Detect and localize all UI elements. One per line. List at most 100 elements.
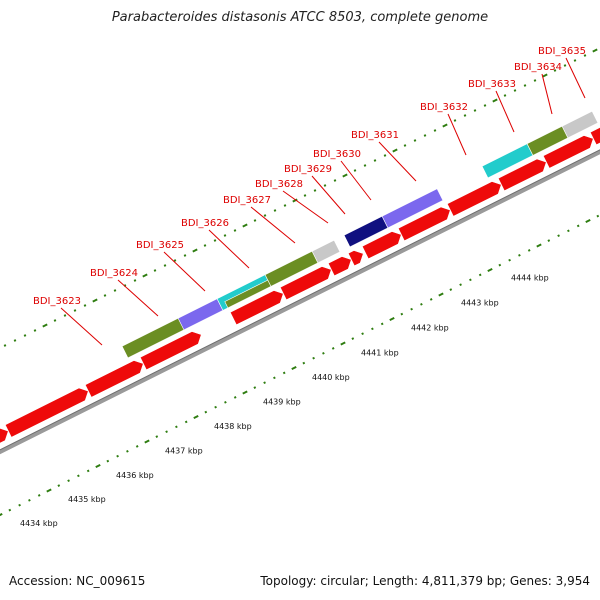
gene-label-leader bbox=[378, 141, 417, 182]
backbone-line bbox=[0, 149, 600, 455]
gene-arrow[interactable] bbox=[229, 290, 284, 326]
upper-tick-mark bbox=[133, 279, 137, 282]
gene-label-leader bbox=[340, 160, 372, 201]
upper-tick-mark bbox=[333, 179, 337, 182]
scale-tick-mark bbox=[214, 405, 217, 409]
scale-tick-mark bbox=[8, 508, 12, 512]
gene-block[interactable] bbox=[311, 239, 341, 264]
gene-label[interactable]: BDI_3631 bbox=[351, 130, 399, 141]
scale-tick-mark bbox=[498, 263, 502, 267]
gene-block[interactable] bbox=[177, 298, 224, 331]
upper-tick-mark bbox=[383, 154, 387, 157]
upper-tick-mark bbox=[142, 273, 148, 278]
gene-block[interactable] bbox=[224, 279, 272, 309]
scale-label: 4441 kbp bbox=[361, 349, 399, 358]
gene-label[interactable]: BDI_3624 bbox=[90, 268, 138, 279]
gene-block[interactable] bbox=[561, 110, 599, 139]
upper-tick-mark bbox=[442, 123, 448, 128]
scale-label: 4438 kbp bbox=[214, 422, 252, 431]
scale-tick-mark bbox=[263, 381, 266, 385]
scale-tick-mark bbox=[547, 239, 551, 242]
upper-tick-mark bbox=[423, 134, 427, 137]
upper-tick-mark bbox=[323, 184, 327, 187]
gene-arrow[interactable] bbox=[327, 256, 352, 277]
upper-tick-mark bbox=[463, 114, 467, 117]
scale-tick-mark bbox=[429, 298, 433, 301]
scale-tick-mark bbox=[135, 445, 139, 448]
gene-label[interactable]: BDI_3623 bbox=[33, 296, 81, 307]
upper-tick-mark bbox=[573, 59, 577, 62]
upper-tick-mark bbox=[483, 104, 487, 107]
scale-tick-mark bbox=[302, 361, 306, 365]
gene-label-leader bbox=[250, 206, 296, 244]
gene-arrow[interactable] bbox=[542, 135, 594, 169]
scale-tick-mark bbox=[487, 267, 493, 273]
gene-label[interactable]: BDI_3626 bbox=[181, 218, 229, 229]
scale-label: 4439 kbp bbox=[263, 398, 301, 407]
gene-label-leader bbox=[541, 73, 553, 115]
scale-tick-mark bbox=[144, 439, 150, 444]
map-title: Parabacteroides distasonis ATCC 8503, co… bbox=[111, 10, 489, 25]
gene-label-leader bbox=[565, 57, 586, 99]
upper-tick-mark bbox=[342, 173, 348, 178]
scale-tick-mark bbox=[204, 410, 208, 414]
gene-arrow[interactable] bbox=[84, 360, 144, 398]
scale-tick-mark bbox=[106, 459, 110, 463]
scale-tick-mark bbox=[596, 214, 600, 218]
scale-label: 4442 kbp bbox=[411, 324, 449, 333]
gene-arrow[interactable] bbox=[0, 428, 9, 460]
gene-arrow[interactable] bbox=[361, 231, 402, 260]
upper-tick-mark bbox=[83, 304, 87, 307]
scale-label: 4434 kbp bbox=[20, 519, 58, 528]
genome-stats-text: Topology: circular; Length: 4,811,379 bp… bbox=[260, 574, 590, 588]
gene-arrow[interactable] bbox=[347, 250, 364, 267]
gene-label[interactable]: BDI_3632 bbox=[420, 102, 468, 113]
gene-label[interactable]: BDI_3629 bbox=[284, 164, 332, 175]
upper-tick-mark bbox=[592, 48, 598, 53]
gene-label[interactable]: BDI_3635 bbox=[538, 46, 586, 57]
scale-tick-mark bbox=[567, 229, 570, 233]
scale-tick-mark bbox=[224, 400, 227, 404]
upper-tick-mark bbox=[183, 254, 187, 257]
gene-label[interactable]: BDI_3625 bbox=[136, 240, 184, 251]
scale-tick-mark bbox=[282, 371, 286, 375]
gene-label[interactable]: BDI_3630 bbox=[313, 149, 361, 160]
gene-arrow[interactable] bbox=[497, 158, 547, 192]
scale-tick-mark bbox=[165, 430, 168, 434]
upper-tick-mark bbox=[503, 94, 507, 97]
gene-label[interactable]: BDI_3634 bbox=[514, 62, 562, 73]
scale-tick-mark bbox=[420, 302, 423, 306]
upper-tick-mark bbox=[73, 309, 77, 312]
scale-tick-mark bbox=[322, 351, 325, 355]
scale-tick-mark bbox=[518, 253, 521, 257]
accession-text: Accession: NC_009615 bbox=[9, 574, 146, 588]
scale-tick-mark bbox=[449, 288, 453, 291]
gene-arrow[interactable] bbox=[4, 387, 89, 438]
gene-label-leader bbox=[208, 229, 250, 269]
backbone-edge bbox=[0, 149, 600, 451]
gene-arrow[interactable] bbox=[446, 181, 502, 217]
upper-tick-mark bbox=[583, 54, 587, 57]
gene-arrow[interactable] bbox=[139, 331, 202, 371]
upper-tick-mark bbox=[42, 323, 48, 328]
gene-label[interactable]: BDI_3628 bbox=[255, 179, 303, 190]
gene-block[interactable] bbox=[381, 188, 444, 229]
upper-tick-mark bbox=[63, 314, 67, 317]
upper-tick-mark bbox=[163, 264, 167, 267]
gene-label[interactable]: BDI_3627 bbox=[223, 195, 271, 206]
gene-label[interactable]: BDI_3633 bbox=[468, 79, 516, 90]
scale-label: 4436 kbp bbox=[116, 471, 154, 480]
scale-tick-mark bbox=[0, 512, 3, 517]
scale-tick-mark bbox=[508, 258, 511, 262]
upper-tick-mark bbox=[542, 73, 548, 78]
gene-arrow[interactable] bbox=[589, 116, 600, 146]
upper-tick-mark bbox=[433, 129, 437, 132]
gene-arrow[interactable] bbox=[279, 266, 332, 301]
scale-label: 4435 kbp bbox=[68, 495, 106, 504]
scale-tick-mark bbox=[86, 469, 90, 473]
upper-tick-mark bbox=[523, 84, 527, 87]
gene-arrow[interactable] bbox=[397, 206, 451, 242]
upper-tick-mark bbox=[253, 219, 257, 222]
gene-label-leader bbox=[117, 279, 159, 317]
